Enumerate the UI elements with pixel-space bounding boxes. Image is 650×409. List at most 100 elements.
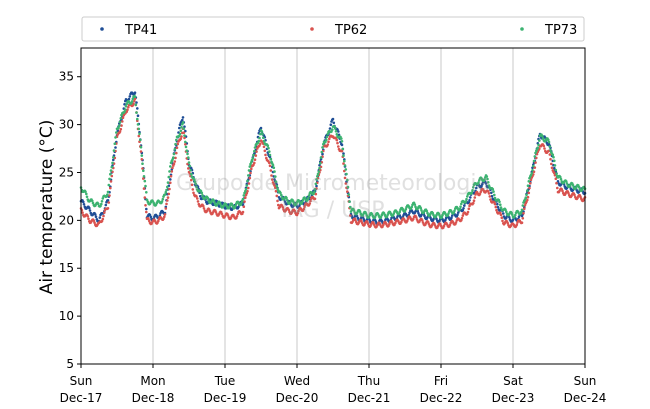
data-point: [165, 202, 168, 206]
data-point: [253, 161, 256, 165]
data-point: [554, 177, 558, 180]
data-point: [81, 211, 84, 214]
data-point: [520, 221, 524, 224]
watermark: Grupo de Micrometeorologia IAG / USP: [176, 171, 490, 223]
x-tick-label-date: Dec-18: [132, 391, 175, 405]
data-point: [301, 200, 304, 204]
data-point: [543, 147, 546, 150]
data-point: [346, 190, 349, 193]
data-point: [523, 204, 527, 207]
data-point: [340, 149, 344, 153]
data-point: [220, 212, 224, 216]
data-point: [187, 167, 190, 170]
data-point: [240, 201, 243, 205]
data-point: [322, 142, 325, 146]
data-point: [109, 180, 113, 183]
data-point: [190, 172, 193, 176]
data-point: [132, 102, 135, 105]
data-point: [247, 182, 251, 185]
data-point: [193, 178, 196, 181]
data-point: [164, 190, 168, 194]
data-point: [270, 174, 273, 177]
data-point: [340, 143, 344, 147]
data-point: [119, 127, 123, 131]
data-point: [364, 212, 368, 215]
data-point: [245, 192, 249, 195]
data-point: [480, 184, 483, 188]
data-point: [489, 198, 492, 201]
data-point: [450, 216, 453, 219]
data-point: [505, 210, 508, 213]
data-point: [110, 165, 114, 169]
data-point: [473, 196, 477, 199]
data-point: [241, 210, 245, 214]
data-point: [466, 195, 469, 198]
data-point: [165, 188, 168, 192]
data-point: [274, 186, 277, 189]
data-point: [179, 129, 183, 133]
data-point: [179, 137, 183, 140]
data-point: [526, 189, 529, 192]
data-point: [293, 209, 297, 213]
data-point: [343, 159, 346, 163]
data-point: [247, 169, 251, 172]
data-point: [235, 215, 239, 218]
data-point: [133, 95, 137, 98]
data-point: [347, 193, 351, 196]
data-point: [142, 187, 146, 190]
data-point: [345, 172, 348, 176]
data-point: [271, 163, 275, 167]
data-point: [91, 201, 95, 205]
data-point: [417, 212, 420, 215]
data-point: [121, 116, 125, 119]
data-point: [268, 161, 271, 165]
data-point: [287, 208, 291, 212]
data-point: [415, 216, 418, 219]
data-point: [501, 219, 504, 223]
data-point: [100, 219, 104, 223]
data-point: [260, 130, 264, 133]
data-point: [273, 170, 276, 173]
data-point: [479, 190, 483, 194]
data-point: [551, 153, 555, 157]
data-point: [463, 204, 466, 207]
y-tick-label: 5: [66, 357, 74, 371]
data-point: [248, 176, 252, 180]
data-point: [320, 150, 324, 154]
data-point: [276, 199, 279, 203]
data-point: [326, 132, 330, 136]
data-point: [460, 202, 463, 206]
data-point: [91, 199, 94, 203]
data-point: [485, 175, 489, 178]
data-point: [119, 117, 123, 120]
data-point: [559, 175, 562, 179]
data-point: [554, 168, 558, 172]
data-point: [324, 140, 327, 143]
data-point: [559, 177, 563, 181]
data-point: [342, 162, 345, 165]
legend-label: TP62: [334, 23, 367, 38]
data-point: [109, 186, 112, 190]
data-point: [472, 199, 476, 202]
data-point: [280, 193, 283, 197]
data-point: [547, 138, 550, 142]
y-tick-label: 35: [59, 70, 74, 84]
data-point: [553, 164, 557, 167]
data-point: [107, 183, 111, 187]
data-point: [462, 207, 465, 210]
data-point: [127, 105, 130, 109]
data-point: [133, 97, 137, 100]
data-point: [303, 205, 306, 208]
data-point: [553, 171, 556, 175]
data-point: [448, 223, 452, 227]
data-point: [313, 188, 317, 191]
data-point: [242, 194, 246, 197]
data-point: [257, 139, 261, 143]
data-point: [255, 150, 258, 153]
data-point: [133, 91, 137, 94]
data-point: [515, 223, 519, 226]
data-point: [92, 219, 96, 222]
series-TP62: [79, 97, 587, 230]
x-tick-label-date: Dec-24: [564, 391, 607, 405]
data-point: [163, 193, 167, 196]
